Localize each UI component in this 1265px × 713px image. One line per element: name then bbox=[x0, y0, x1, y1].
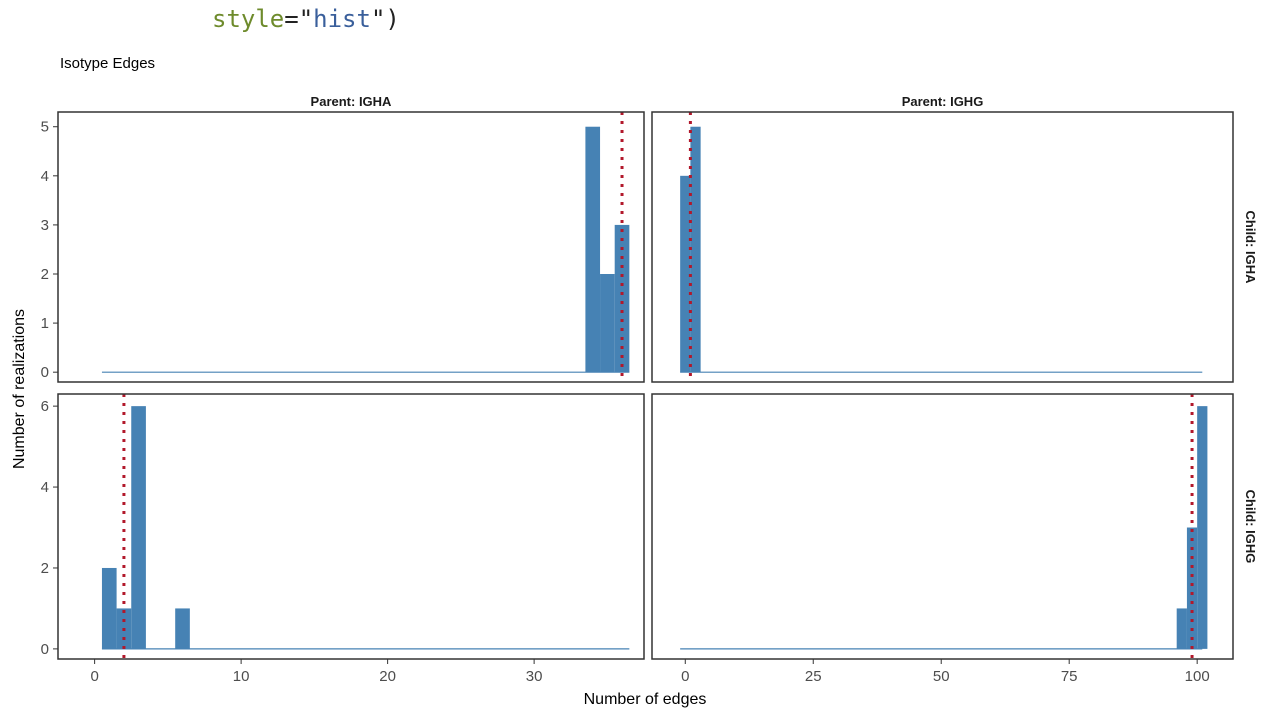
x-axis-label: Number of edges bbox=[584, 691, 707, 708]
histogram-bar bbox=[175, 608, 190, 649]
x-tick-label: 50 bbox=[933, 668, 950, 685]
y-tick-label: 5 bbox=[41, 119, 49, 136]
panel-frame bbox=[651, 393, 1234, 660]
panel-frame bbox=[57, 393, 645, 660]
y-tick-label: 1 bbox=[41, 315, 49, 332]
y-tick-label: 2 bbox=[41, 266, 49, 283]
x-tick-label: 10 bbox=[233, 668, 250, 685]
histogram-bar bbox=[680, 175, 691, 373]
y-tick-label: 6 bbox=[41, 398, 49, 415]
code-punctuation-open: =" bbox=[284, 5, 314, 33]
x-tick-label: 25 bbox=[805, 668, 822, 685]
histogram-bar bbox=[1186, 527, 1198, 649]
histogram-bar bbox=[101, 567, 117, 649]
code-punctuation-close: ") bbox=[370, 5, 400, 33]
panel-frame bbox=[651, 111, 1234, 383]
histogram-bar bbox=[1197, 406, 1208, 649]
y-tick-label: 0 bbox=[41, 641, 49, 658]
chart-title: Isotype Edges bbox=[60, 55, 155, 72]
y-tick-label: 4 bbox=[41, 168, 49, 185]
histogram-bar bbox=[1176, 608, 1187, 649]
code-string-hist: hist bbox=[313, 5, 371, 33]
facet-panels: Parent: IGHA Parent: IGHG Child: IGHA Child… bbox=[41, 94, 1258, 685]
histogram-bar bbox=[600, 274, 615, 373]
panel-igha-igha: 0 1 2 3 4 5 bbox=[41, 111, 645, 383]
y-tick-label: 3 bbox=[41, 217, 49, 234]
y-tick-label: 4 bbox=[41, 479, 49, 496]
y-tick-label: 2 bbox=[41, 560, 49, 577]
code-line: style="hist") bbox=[212, 2, 400, 36]
x-tick-label: 75 bbox=[1061, 668, 1078, 685]
y-tick-label: 0 bbox=[41, 364, 49, 381]
strip-label-col-1: Parent: IGHG bbox=[902, 94, 984, 109]
strip-label-row-1: Child: IGHG bbox=[1243, 490, 1258, 564]
x-tick-label: 0 bbox=[90, 668, 98, 685]
code-keyword-style: style bbox=[212, 5, 285, 33]
strip-label-col-0: Parent: IGHA bbox=[311, 94, 393, 109]
histogram-bar bbox=[131, 406, 146, 649]
panel-frame bbox=[57, 111, 645, 383]
x-tick-label: 0 bbox=[681, 668, 689, 685]
panel-igha-ighg: 0 2 4 6 0 10 20 30 bbox=[41, 393, 645, 685]
x-tick-label: 30 bbox=[526, 668, 543, 685]
panel-ighg-igha bbox=[651, 111, 1234, 383]
y-axis-label: Number of realizations bbox=[11, 309, 28, 469]
histogram-bar bbox=[690, 126, 701, 373]
strip-label-row-0: Child: IGHA bbox=[1243, 211, 1258, 285]
histogram-bar bbox=[614, 224, 630, 373]
x-tick-label: 100 bbox=[1185, 668, 1210, 685]
x-tick-label: 20 bbox=[379, 668, 396, 685]
histogram-bar bbox=[585, 126, 601, 373]
panel-ighg-ighg: 0 25 50 75 100 bbox=[651, 393, 1234, 685]
